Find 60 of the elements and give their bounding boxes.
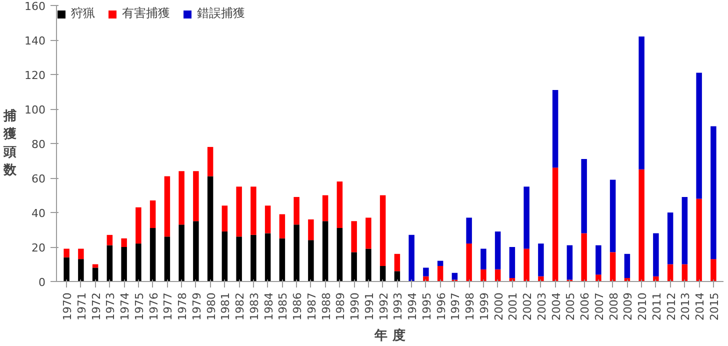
y-tick-label: 0 xyxy=(38,276,46,289)
x-tick-label: 1977 xyxy=(162,292,175,320)
y-tick-label: 120 xyxy=(24,69,46,82)
y-tick-label: 20 xyxy=(32,242,46,254)
x-tick-label: 2012 xyxy=(664,292,678,320)
x-tick-label: 2011 xyxy=(650,292,664,320)
x-tick-label: 2003 xyxy=(535,292,548,320)
x-tick-label: 1988 xyxy=(320,292,333,320)
x-tick-label: 2005 xyxy=(564,292,578,320)
x-tick-label: 1998 xyxy=(464,292,477,320)
x-tick-label: 2000 xyxy=(492,292,506,320)
x-tick-label: 1976 xyxy=(147,292,160,320)
legend-label: 有害捕獲 xyxy=(122,5,170,22)
x-tick-label: 2010 xyxy=(636,292,650,320)
x-tick-label: 2007 xyxy=(592,292,606,320)
x-tick-label: 2001 xyxy=(506,292,520,320)
legend-label: 錯誤捕獲 xyxy=(197,5,245,22)
x-tick-label: 1983 xyxy=(248,292,261,320)
x-tick-label: 1984 xyxy=(262,292,276,320)
x-tick-label: 1996 xyxy=(434,292,448,320)
x-tick-label: 1992 xyxy=(377,292,390,320)
x-tick-label: 1974 xyxy=(118,292,132,320)
x-tick-label: 1987 xyxy=(305,292,318,320)
x-tick-label: 1999 xyxy=(478,292,491,320)
x-tick-label: 2004 xyxy=(550,292,563,320)
x-tick-label: 1994 xyxy=(406,292,420,320)
x-tick-label: 1990 xyxy=(348,292,362,320)
x-tick-label: 2008 xyxy=(607,292,620,320)
y-axis-title: 捕獲頭数 xyxy=(2,108,18,178)
x-tick-label: 1989 xyxy=(334,292,348,320)
x-tick-label: 1997 xyxy=(449,292,462,320)
y-tick-label: 40 xyxy=(32,207,46,220)
y-tick-label: 100 xyxy=(24,104,46,116)
x-tick-label: 1973 xyxy=(104,292,118,320)
y-tick-label: 160 xyxy=(24,0,46,13)
y-tick-label: 80 xyxy=(32,138,46,151)
x-tick-label: 1981 xyxy=(219,292,232,320)
x-tick-label: 1991 xyxy=(362,292,376,320)
x-axis-title: 年 度 xyxy=(374,327,406,344)
x-tick-label: 2014 xyxy=(694,292,707,320)
x-tick-label: 1980 xyxy=(204,292,218,320)
x-tick-label: 1971 xyxy=(75,292,88,320)
x-tick-label: 1972 xyxy=(90,292,103,320)
x-tick-label: 1978 xyxy=(176,292,190,320)
x-tick-label: 2013 xyxy=(679,292,692,320)
x-tick-label: 2002 xyxy=(521,292,534,320)
x-tick-label: 2006 xyxy=(578,292,592,320)
x-tick-label: 1995 xyxy=(420,292,434,320)
x-tick-label: 1986 xyxy=(291,292,304,320)
x-tick-label: 1975 xyxy=(132,292,146,320)
y-tick-label: 140 xyxy=(24,34,46,48)
x-tick-label: 1970 xyxy=(61,292,74,320)
x-tick-label: 2009 xyxy=(622,292,635,320)
x-tick-label: 1993 xyxy=(392,292,405,320)
y-tick-label: 60 xyxy=(32,172,46,186)
x-tick-label: 1979 xyxy=(190,292,204,320)
legend-label: 狩猟 xyxy=(71,5,95,22)
x-tick-label: 1985 xyxy=(276,292,290,320)
x-tick-label: 2015 xyxy=(708,292,721,320)
x-tick-label: 1982 xyxy=(234,292,247,320)
